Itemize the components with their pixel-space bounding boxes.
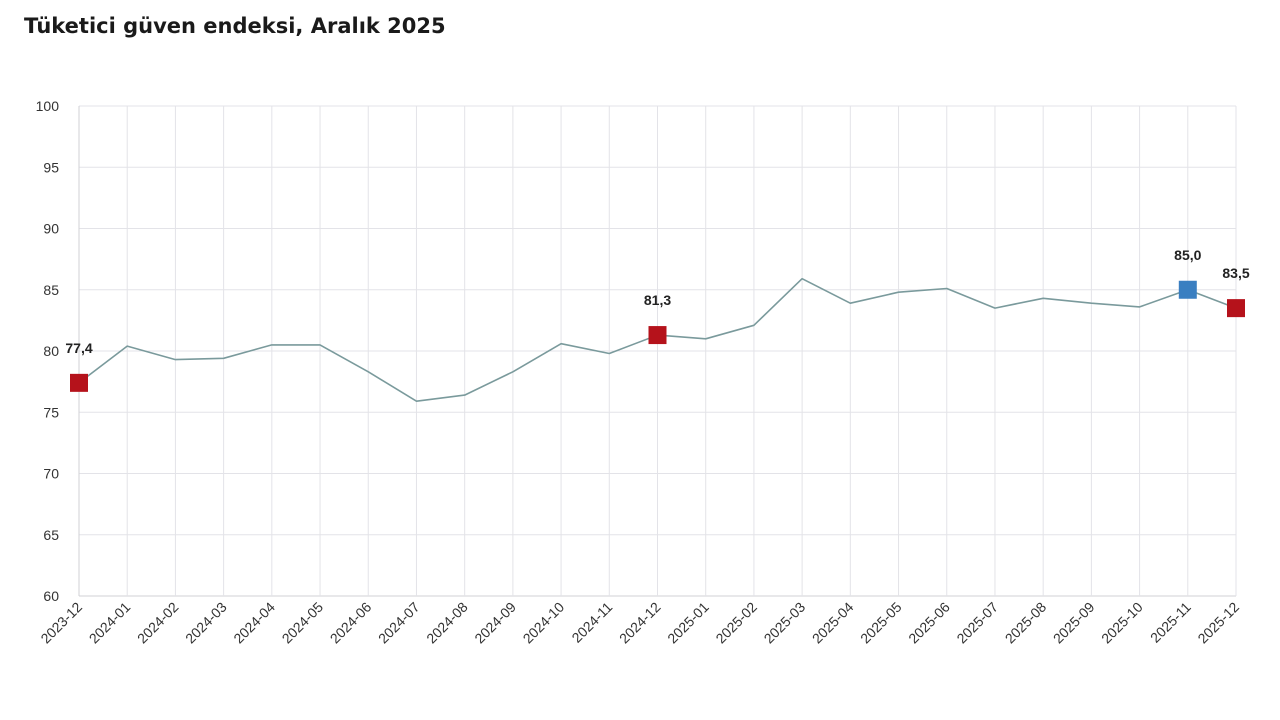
data-label: 83,5: [1222, 265, 1249, 281]
x-tick-label: 2024-02: [134, 599, 182, 647]
data-point-marker[interactable]: [648, 326, 667, 345]
x-tick-label: 2024-07: [375, 599, 423, 647]
y-tick-label: 90: [43, 221, 59, 237]
data-label: 81,3: [644, 292, 671, 308]
x-tick-label: 2025-06: [905, 599, 953, 647]
x-tick-label: 2024-01: [86, 599, 134, 647]
x-tick-label: 2025-02: [712, 599, 760, 647]
y-tick-label: 70: [43, 466, 59, 482]
x-tick-label: 2025-10: [1098, 599, 1146, 647]
y-tick-label: 85: [43, 282, 59, 298]
x-tick-label: 2024-06: [327, 599, 375, 647]
x-tick-label: 2024-10: [520, 599, 568, 647]
x-tick-label: 2025-05: [857, 599, 905, 647]
y-tick-label: 60: [43, 588, 59, 604]
highlight-markers: 77,4 81,3 85,0 83,5: [65, 247, 1250, 392]
x-tick-label: 2024-03: [182, 599, 230, 647]
x-tick-label: 2024-08: [423, 599, 471, 647]
x-tick-label: 2024-04: [230, 599, 278, 647]
x-tick-label: 2024-05: [279, 599, 327, 647]
x-tick-label: 2024-12: [616, 599, 664, 647]
y-tick-label: 65: [43, 527, 59, 543]
y-tick-label: 95: [43, 159, 59, 175]
x-tick-label: 2025-08: [1002, 599, 1050, 647]
x-axis: 2023-12 2024-01 2024-02 2024-03 2024-04 2024-…: [37, 599, 1242, 647]
x-tick-label: 2024-09: [471, 599, 519, 647]
chart-title: Tüketici güven endeksi, Aralık 2025: [24, 14, 446, 38]
y-tick-label: 75: [43, 404, 59, 420]
data-label: 85,0: [1174, 247, 1201, 263]
data-point-marker[interactable]: [1178, 280, 1197, 299]
x-tick-label: 2024-11: [569, 599, 616, 646]
y-tick-label: 100: [36, 98, 60, 114]
x-tick-label: 2025-11: [1147, 599, 1194, 646]
x-tick-label: 2025-12: [1194, 599, 1242, 647]
data-label: 77,4: [65, 340, 92, 356]
chart-grid: [78, 105, 1237, 597]
x-tick-label: 2025-07: [953, 599, 1001, 647]
y-tick-label: 80: [43, 343, 59, 359]
data-point-marker[interactable]: [70, 373, 88, 392]
x-tick-label: 2025-04: [809, 599, 857, 647]
x-tick-label: 2025-09: [1050, 599, 1098, 647]
data-point-marker[interactable]: [1227, 299, 1245, 318]
y-axis: 60 65 70 75 80 85 90 95 100: [36, 98, 60, 604]
x-tick-label: 2025-01: [664, 599, 712, 647]
x-tick-label: 2023-12: [37, 599, 85, 647]
x-tick-label: 2025-03: [761, 599, 809, 647]
